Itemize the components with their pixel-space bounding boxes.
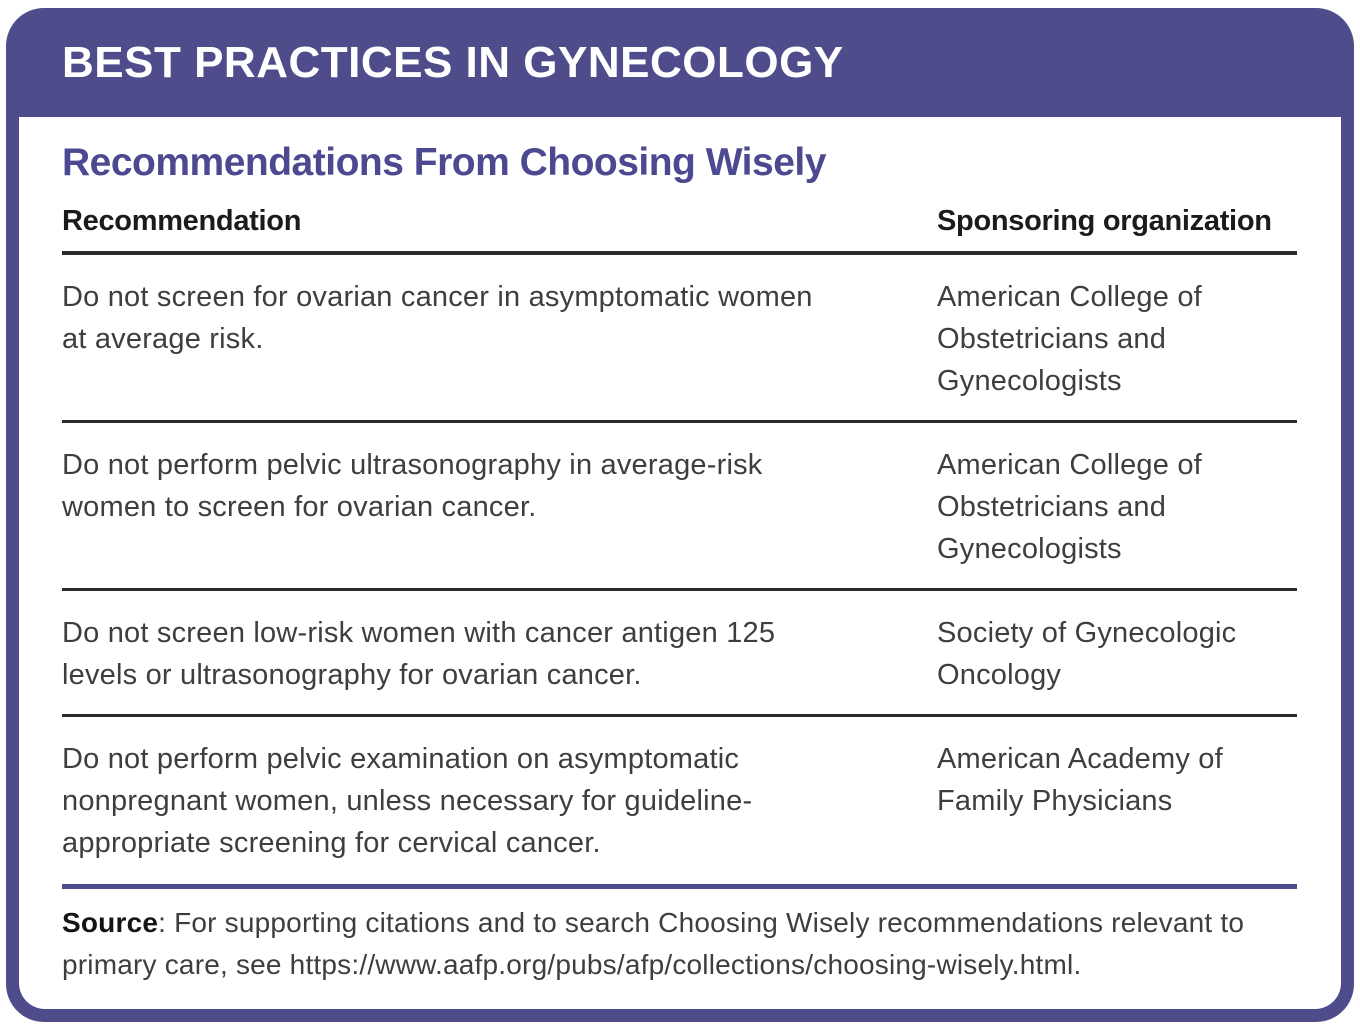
source-text: : For supporting citations and to search… <box>62 907 1245 980</box>
source-divider <box>62 884 1297 889</box>
row-divider <box>62 420 1297 423</box>
organization-cell: American Academy of Family Physicians <box>937 743 1223 817</box>
column-header-sponsoring-organization: Sponsoring organization <box>937 205 1272 237</box>
card-body: Recommendations From Choosing Wisely Rec… <box>19 117 1341 1009</box>
organization-cell: Society of Gynecologic Oncology <box>937 617 1237 691</box>
card-banner: BEST PRACTICES IN GYNECOLOGY <box>6 8 1354 117</box>
organization-cell: American College of Obstetricians and Gy… <box>937 449 1202 565</box>
banner-title: BEST PRACTICES IN GYNECOLOGY <box>62 37 844 87</box>
recommendation-cell: Do not perform pelvic examination on asy… <box>62 743 753 859</box>
table-row: Do not screen for ovarian cancer in asym… <box>62 255 1297 420</box>
organization-cell: American College of Obstetricians and Gy… <box>937 281 1202 397</box>
recommendations-table: Recommendation Sponsoring organization D… <box>62 205 1297 882</box>
recommendation-cell: Do not screen for ovarian cancer in asym… <box>62 281 813 355</box>
table-row: Do not screen low-risk women with cancer… <box>62 591 1297 714</box>
row-divider <box>62 714 1297 717</box>
recommendation-cell: Do not screen low-risk women with cancer… <box>62 617 776 691</box>
source-label: Source <box>62 907 159 938</box>
table-row: Do not perform pelvic examination on asy… <box>62 717 1297 882</box>
best-practices-card: BEST PRACTICES IN GYNECOLOGY Recommendat… <box>6 8 1354 1022</box>
recommendation-cell: Do not perform pelvic ultrasonography in… <box>62 449 763 523</box>
header-rule <box>62 251 1297 255</box>
source-note: Source: For supporting citations and to … <box>62 902 1297 986</box>
column-header-recommendation: Recommendation <box>62 205 302 237</box>
section-title: Recommendations From Choosing Wisely <box>62 141 826 184</box>
table-header-row: Recommendation Sponsoring organization <box>62 205 1297 251</box>
table-row: Do not perform pelvic ultrasonography in… <box>62 423 1297 588</box>
row-divider <box>62 588 1297 591</box>
